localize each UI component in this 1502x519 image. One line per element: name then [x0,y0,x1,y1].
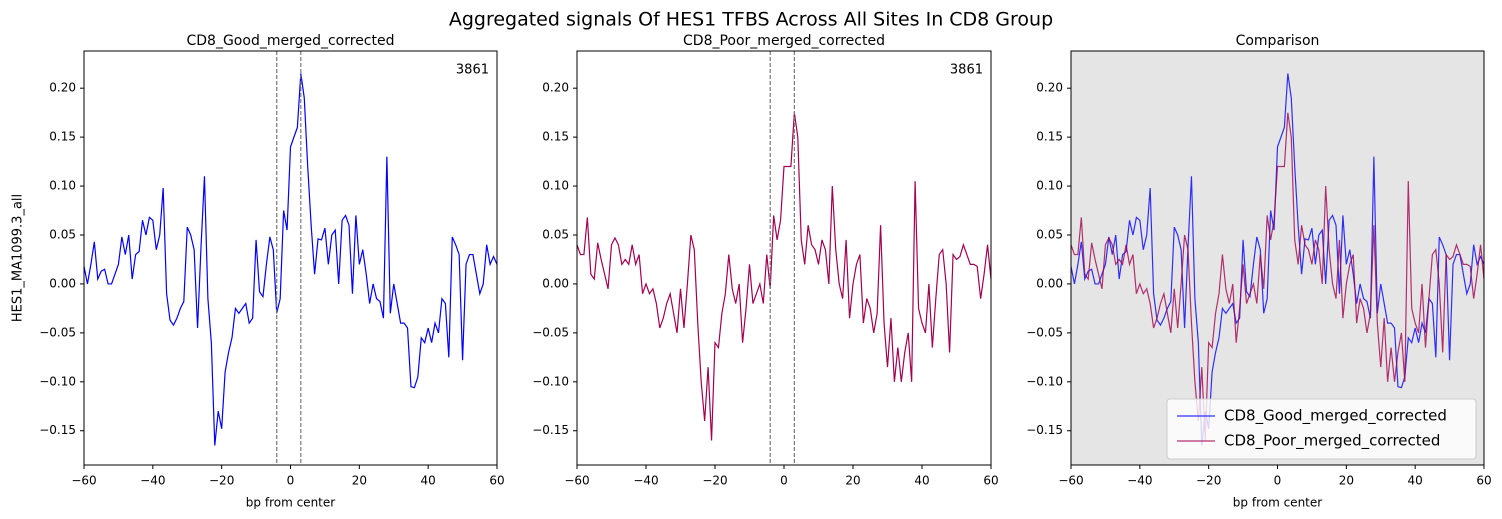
y-tick-label: 0.10 [1036,179,1063,193]
line-series [576,112,992,441]
x-tick-label: −20 [209,474,234,488]
y-tick-label: −0.15 [532,423,569,437]
x-tick-label: 60 [1476,474,1491,488]
x-axis-label: bp from center [1233,496,1322,510]
panel-title: Comparison [1236,33,1320,49]
y-tick-label: −0.05 [39,325,76,339]
legend-label: CD8_Poor_merged_corrected [1224,432,1440,451]
x-tick-label: −20 [702,474,727,488]
legend-label: CD8_Good_merged_corrected [1224,407,1447,426]
x-tick-label: 20 [845,474,860,488]
y-tick-label: 0.20 [49,81,76,95]
x-tick-label: −40 [633,474,658,488]
y-tick-label: 0.20 [1036,81,1063,95]
y-tick-label: 0.15 [1036,130,1063,144]
y-tick-label: 0.05 [542,228,569,242]
y-tick-label: 0.05 [49,228,76,242]
y-tick-label: −0.15 [39,423,76,437]
plot-background [577,51,991,465]
legend-box [1166,398,1477,460]
y-tick-label: 0.20 [542,81,569,95]
x-tick-label: 0 [1274,474,1282,488]
panel-title: CD8_Good_merged_corrected [187,33,395,49]
x-tick-label: 40 [914,474,929,488]
y-tick-label: 0.10 [542,179,569,193]
y-tick-label: 0.00 [542,276,569,290]
x-tick-label: −40 [140,474,165,488]
figure-title: Aggregated signals Of HES1 TFBS Across A… [449,9,1053,31]
plot-frame [576,50,992,466]
line-series [1070,112,1485,441]
y-tick-label: −0.10 [532,374,569,388]
y-tick-label: 0.15 [542,130,569,144]
x-axis-label: bp from center [246,496,335,510]
y-axis-label: HES1_MA1099.3_all [11,194,26,322]
x-tick-label: −60 [564,474,589,488]
x-tick-label: 20 [352,474,367,488]
y-tick-label: −0.05 [532,325,569,339]
annotation: 3861 [456,63,489,78]
y-tick-label: −0.05 [1026,325,1063,339]
plot-background [1071,51,1484,465]
panel-title: CD8_Poor_merged_corrected [683,33,885,49]
x-tick-label: −60 [1058,474,1083,488]
x-tick-label: 60 [983,474,998,488]
y-tick-label: 0.00 [49,276,76,290]
x-tick-label: 0 [780,474,788,488]
x-tick-label: 20 [1339,474,1354,488]
plot-frame [1070,50,1485,466]
x-tick-label: 40 [421,474,436,488]
x-tick-label: 0 [287,474,295,488]
x-tick-label: −60 [71,474,96,488]
x-tick-label: 60 [489,474,504,488]
annotation: 3861 [950,63,983,78]
y-tick-label: 0.05 [1036,228,1063,242]
x-tick-label: −20 [1196,474,1221,488]
plot-background [84,51,497,465]
line-series [1070,73,1485,446]
y-tick-label: −0.10 [1026,374,1063,388]
line-series [83,73,498,446]
y-tick-label: 0.10 [49,179,76,193]
y-tick-label: 0.15 [49,130,76,144]
plot-frame [83,50,498,466]
y-tick-label: 0.00 [1036,276,1063,290]
x-tick-label: −40 [1127,474,1152,488]
y-tick-label: −0.10 [39,374,76,388]
x-tick-label: 40 [1408,474,1423,488]
y-tick-label: −0.15 [1026,423,1063,437]
